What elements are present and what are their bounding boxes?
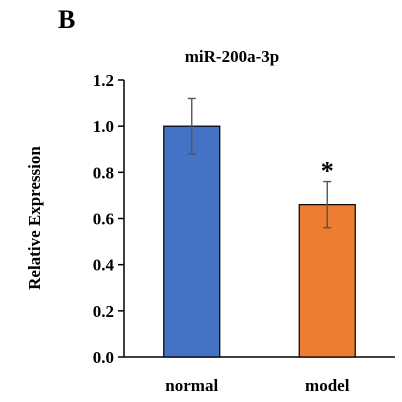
bar-normal — [163, 125, 221, 358]
y-axis-ticks: 0.0 0.2 0.4 0.6 0.8 1.0 1.2 — [93, 71, 124, 367]
y-tick-label: 0.6 — [93, 210, 114, 229]
y-tick-label: 0.4 — [93, 256, 115, 275]
x-category-label: normal — [165, 376, 218, 395]
bar-model — [298, 204, 356, 358]
bars-group: normal * model — [163, 97, 356, 395]
y-tick-label: 1.2 — [93, 71, 114, 90]
y-tick-label: 1.0 — [93, 117, 114, 136]
panel-label: B — [58, 5, 75, 34]
y-tick-label: 0.0 — [93, 348, 114, 367]
y-tick-label: 0.2 — [93, 302, 114, 321]
x-category-label: model — [305, 376, 350, 395]
significance-marker-model: * — [321, 157, 334, 186]
y-axis-label: Relative Expression — [25, 146, 44, 290]
y-tick-label: 0.8 — [93, 163, 114, 182]
chart-title: miR-200a-3p — [185, 47, 279, 66]
